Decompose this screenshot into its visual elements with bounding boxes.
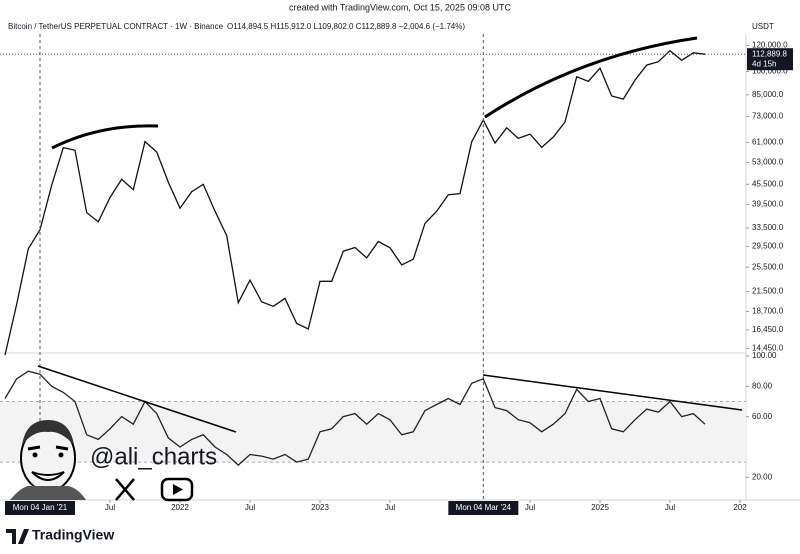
y-tick-label: 39,500.0 — [752, 200, 784, 209]
crosshair-label-box — [5, 501, 75, 515]
symbol-line: Bitcoin / TetherUS PERPETUAL CONTRACT · … — [8, 22, 465, 31]
y-tick-label: 100,000.0 — [752, 67, 788, 76]
y-tick-label: 80.00 — [752, 381, 773, 390]
x-tick-label: Jul — [245, 503, 255, 512]
avatar — [10, 420, 86, 500]
y-tick-label: 100.00 — [752, 351, 777, 360]
x-tick-label: 202 — [733, 503, 747, 512]
last-price-label: 112,889.8 — [752, 49, 788, 58]
series-line — [4, 49, 706, 356]
x-tick-label: Mon 04 Mar '24 — [456, 503, 512, 512]
youtube-icon — [160, 477, 194, 502]
x-tick-label: 2023 — [311, 503, 329, 512]
y-tick-label: 53,000.0 — [752, 158, 784, 167]
y-tick-label: 60.00 — [752, 412, 773, 421]
symbol-title: Bitcoin / TetherUS PERPETUAL CONTRACT · … — [8, 22, 224, 31]
y-tick-label: 14,450.0 — [752, 344, 784, 353]
y-tick-label: 85,000.0 — [752, 90, 784, 99]
trend-arc — [51, 124, 159, 150]
y-tick-label: 18,700.0 — [752, 307, 784, 316]
y-tick-label: 120,000.0 — [752, 41, 788, 50]
divergence-line — [37, 365, 237, 433]
y-tick-label: 73,000.0 — [752, 112, 784, 121]
x-tick-label: Jul — [105, 503, 115, 512]
y-tick-label: 16,450.0 — [752, 325, 784, 334]
x-tick-label: Jul — [525, 503, 535, 512]
brand: TradingView — [32, 527, 114, 543]
y-tick-label: 20.00 — [752, 472, 773, 481]
x-icon — [115, 478, 135, 501]
handle: @ali_charts — [90, 443, 217, 470]
series-line — [4, 370, 706, 466]
y-tick-label: 45,500.0 — [752, 179, 784, 188]
brand-logo — [6, 529, 29, 544]
x-tick-label: Jul — [665, 503, 675, 512]
x-tick-label: Jul — [385, 503, 395, 512]
y-tick-label: 61,000.0 — [752, 137, 784, 146]
y-tick-label: 25,500.0 — [752, 262, 784, 271]
y-tick-label: 33,500.0 — [752, 223, 784, 232]
last-price-box — [747, 48, 793, 71]
crosshair-label-box — [448, 501, 519, 515]
ohlc: O114,894.5 H115,912.0 L109,802.0 C112,88… — [227, 22, 465, 31]
y-tick-label: 21,500.0 — [752, 287, 784, 296]
x-tick-label: 2022 — [171, 503, 189, 512]
divergence-line — [482, 374, 743, 411]
x-tick-label: Mon 04 Jan '21 — [13, 503, 68, 512]
created-note: created with TradingView.com, Oct 15, 20… — [289, 2, 511, 12]
currency: USDT — [752, 22, 774, 31]
y-tick-label: 29,500.0 — [752, 241, 784, 250]
countdown: 4d 15h — [752, 59, 776, 68]
trend-arc — [484, 36, 698, 119]
x-tick-label: 2025 — [591, 503, 609, 512]
